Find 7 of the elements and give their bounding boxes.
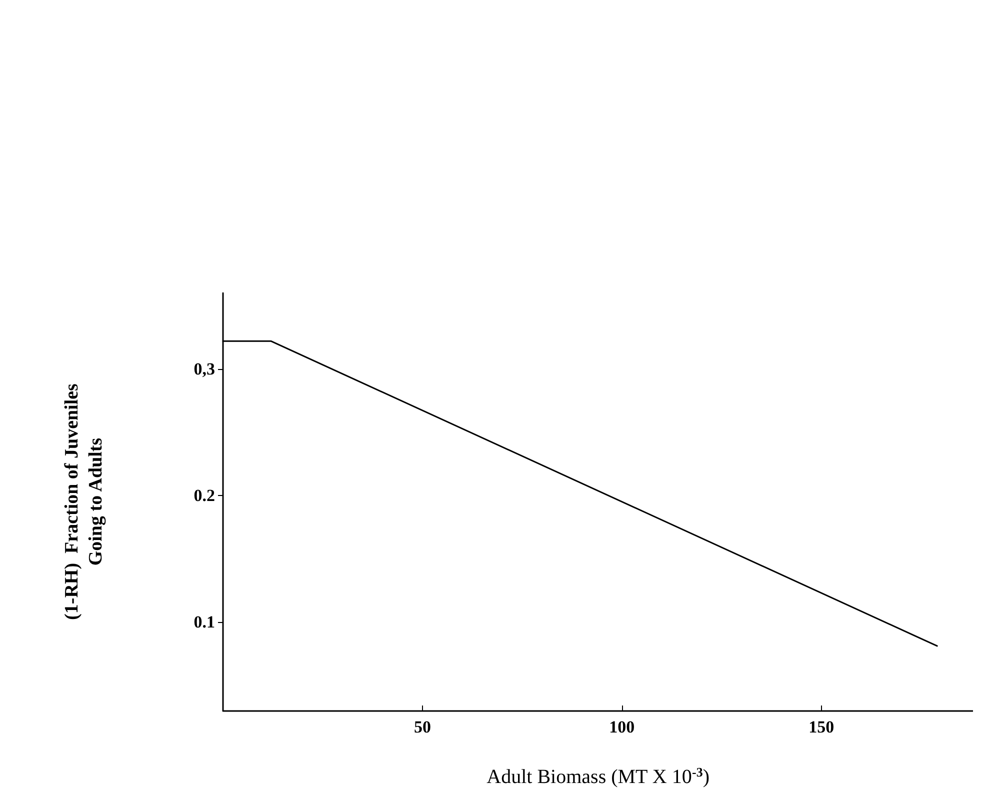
x-tick-label: 50 [414, 718, 431, 736]
y-tick-label: 0,3 [194, 359, 215, 378]
y-axis-title: (1-RH) Fraction of Juveniles Going to Adults [62, 384, 106, 620]
y-tick-label: 0.2 [194, 486, 215, 505]
x-tick-label: 100 [609, 718, 635, 736]
y-tick-label: 0.1 [194, 612, 215, 632]
x-tick-label: 150 [808, 718, 834, 736]
